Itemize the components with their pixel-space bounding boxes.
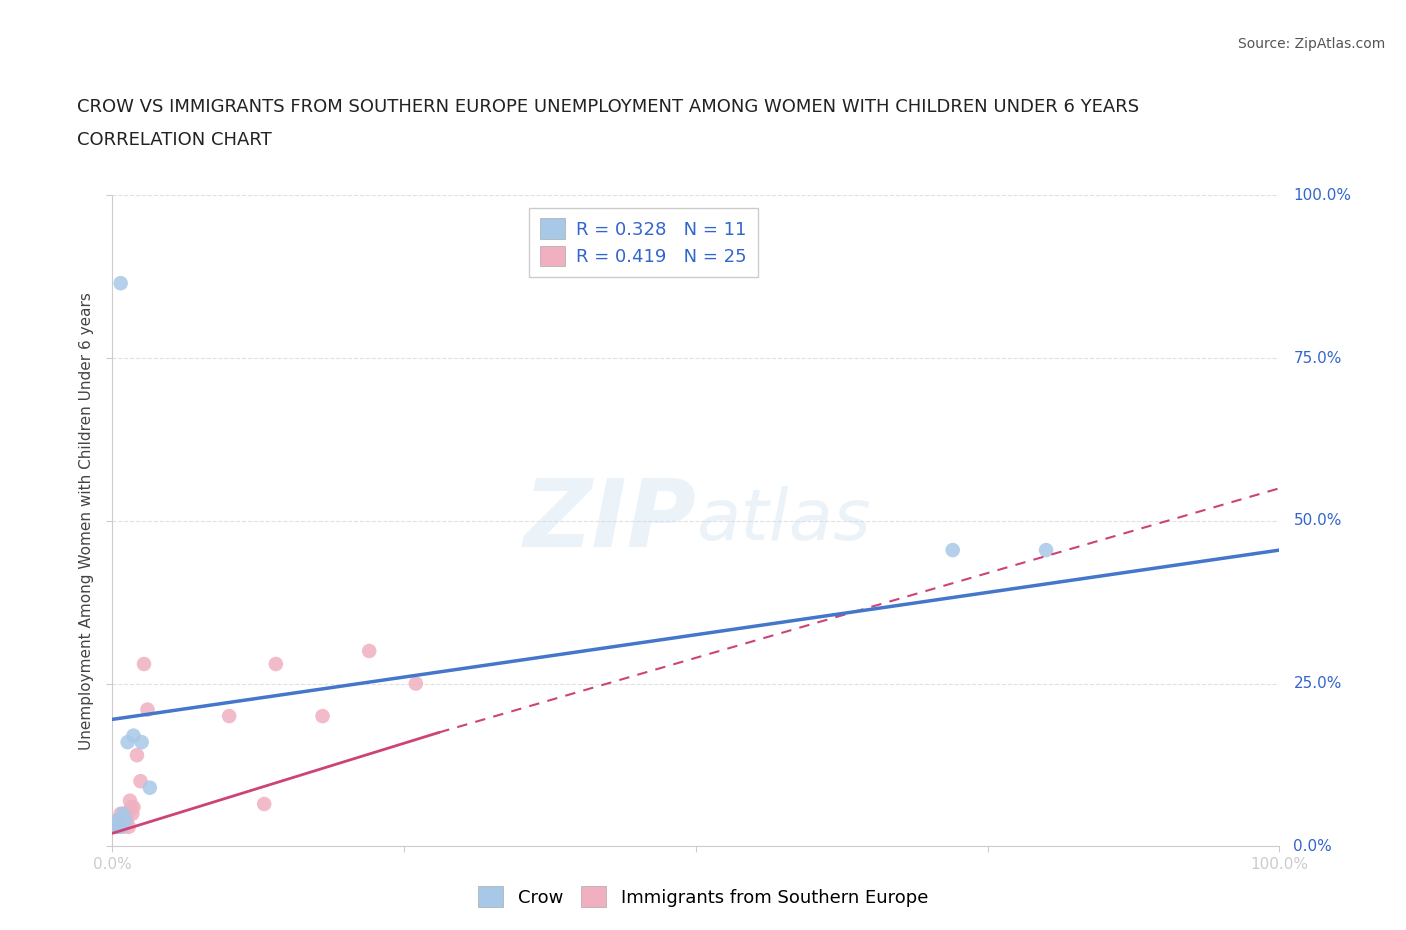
Point [115, 813, 138, 828]
Point [122, 728, 145, 743]
Text: CROW VS IMMIGRANTS FROM SOUTHERN EUROPE UNEMPLOYMENT AMONG WOMEN WITH CHILDREN U: CROW VS IMMIGRANTS FROM SOUTHERN EUROPE … [77, 99, 1139, 116]
Point [129, 774, 152, 789]
Point [136, 702, 159, 717]
Point [311, 709, 333, 724]
Text: 50.0%: 50.0% [1294, 513, 1341, 528]
Point [1035, 543, 1057, 558]
Point [125, 748, 148, 763]
Point [104, 819, 127, 834]
Point [405, 676, 427, 691]
Point [132, 657, 155, 671]
Point [121, 806, 143, 821]
Text: CORRELATION CHART: CORRELATION CHART [77, 131, 273, 149]
Point [114, 813, 136, 828]
Point [112, 813, 135, 828]
Point [110, 276, 132, 291]
Text: Source: ZipAtlas.com: Source: ZipAtlas.com [1237, 37, 1385, 51]
Point [122, 800, 145, 815]
Point [117, 806, 139, 821]
Point [114, 806, 136, 821]
Point [120, 800, 142, 815]
Point [107, 819, 129, 834]
Point [105, 813, 128, 828]
Point [218, 709, 240, 724]
Point [107, 813, 129, 828]
Point [118, 793, 141, 808]
Point [131, 735, 153, 750]
Point [264, 657, 287, 671]
Point [111, 813, 134, 828]
Point [139, 780, 162, 795]
Text: 75.0%: 75.0% [1294, 351, 1341, 365]
Legend: Crow, Immigrants from Southern Europe: Crow, Immigrants from Southern Europe [468, 877, 938, 916]
Legend: R = 0.328   N = 11, R = 0.419   N = 25: R = 0.328 N = 11, R = 0.419 N = 25 [529, 207, 758, 277]
Text: 25.0%: 25.0% [1294, 676, 1341, 691]
Text: ZIP: ZIP [523, 475, 696, 566]
Point [111, 819, 134, 834]
Point [104, 819, 127, 834]
Point [942, 543, 965, 558]
Point [117, 735, 139, 750]
Text: 100.0%: 100.0% [1294, 188, 1351, 203]
Point [108, 813, 131, 828]
Y-axis label: Unemployment Among Women with Children Under 6 years: Unemployment Among Women with Children U… [79, 292, 94, 750]
Text: 0.0%: 0.0% [1294, 839, 1333, 854]
Point [110, 806, 132, 821]
Point [253, 796, 276, 811]
Point [359, 644, 381, 658]
Text: atlas: atlas [696, 486, 870, 555]
Point [118, 819, 141, 834]
Point [110, 819, 132, 834]
Point [111, 806, 134, 821]
